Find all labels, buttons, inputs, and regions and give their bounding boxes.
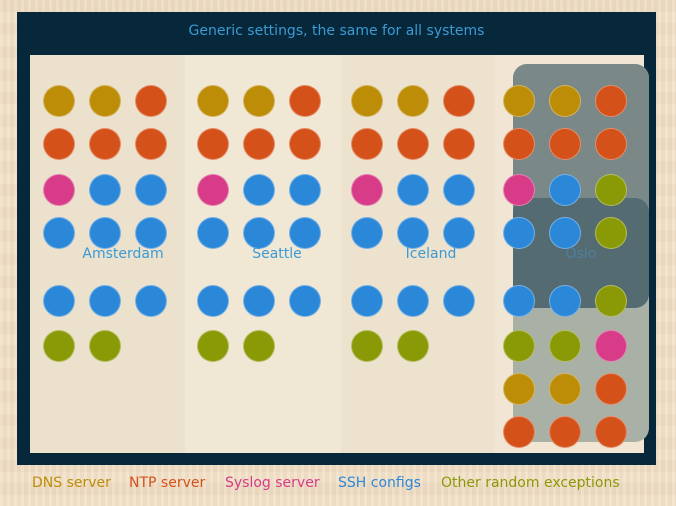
iceland-ssh-dot: [351, 217, 383, 249]
legend-other-random-exceptions: Other random exceptions: [441, 475, 620, 491]
oslo-syslog-dot: [503, 174, 535, 206]
column-amsterdam: [30, 55, 185, 453]
iceland-ssh-dot: [397, 217, 429, 249]
iceland-other-dot: [351, 330, 383, 362]
legend-dns-server: DNS server: [32, 475, 111, 491]
amsterdam-other-dot: [43, 330, 75, 362]
seattle-other-dot: [243, 330, 275, 362]
site-label-oslo: Oslo: [565, 246, 597, 262]
oslo-ntp-dot: [549, 416, 581, 448]
seattle-ssh-dot: [289, 285, 321, 317]
column-iceland: [341, 55, 494, 453]
seattle-ntp-dot: [197, 128, 229, 160]
seattle-dns-dot: [243, 85, 275, 117]
amsterdam-ssh-dot: [43, 217, 75, 249]
iceland-ssh-dot: [397, 174, 429, 206]
seattle-dns-dot: [197, 85, 229, 117]
oslo-ssh-dot: [503, 285, 535, 317]
seattle-ssh-dot: [197, 285, 229, 317]
amsterdam-ssh-dot: [89, 217, 121, 249]
amsterdam-ssh-dot: [135, 174, 167, 206]
oslo-ssh-dot: [503, 217, 535, 249]
iceland-ssh-dot: [443, 285, 475, 317]
sites-panel: Amsterdam Seattle Iceland Oslo: [30, 55, 649, 453]
oslo-ssh-dot: [549, 285, 581, 317]
site-label-amsterdam: Amsterdam: [82, 246, 164, 262]
amsterdam-ntp-dot: [43, 128, 75, 160]
amsterdam-syslog-dot: [43, 174, 75, 206]
generic-settings-frame: Generic settings, the same for all syste…: [17, 12, 656, 465]
amsterdam-ntp-dot: [135, 128, 167, 160]
site-label-seattle: Seattle: [252, 246, 302, 262]
oslo-other-dot: [595, 285, 627, 317]
oslo-dns-dot: [549, 85, 581, 117]
amsterdam-dns-dot: [89, 85, 121, 117]
oslo-dns-dot: [549, 373, 581, 405]
seattle-ssh-dot: [289, 174, 321, 206]
oslo-ntp-dot: [503, 128, 535, 160]
amsterdam-ntp-dot: [135, 85, 167, 117]
iceland-ssh-dot: [351, 285, 383, 317]
amsterdam-ssh-dot: [135, 285, 167, 317]
seattle-ssh-dot: [197, 217, 229, 249]
seattle-ssh-dot: [289, 217, 321, 249]
iceland-ssh-dot: [443, 174, 475, 206]
oslo-ntp-dot: [503, 416, 535, 448]
iceland-syslog-dot: [351, 174, 383, 206]
legend-syslog-server: Syslog server: [225, 475, 320, 491]
oslo-ntp-dot: [595, 128, 627, 160]
seattle-other-dot: [197, 330, 229, 362]
amsterdam-ssh-dot: [43, 285, 75, 317]
oslo-ssh-box: [513, 198, 649, 308]
oslo-ssh-dot: [549, 174, 581, 206]
seattle-ntp-dot: [289, 128, 321, 160]
seattle-syslog-dot: [197, 174, 229, 206]
amsterdam-ssh-dot: [135, 217, 167, 249]
oslo-ssh-dot: [549, 217, 581, 249]
amsterdam-ntp-dot: [89, 128, 121, 160]
oslo-ntp-dot: [595, 85, 627, 117]
oslo-ntp-dot: [595, 416, 627, 448]
iceland-ntp-dot: [443, 128, 475, 160]
oslo-dns-dot: [503, 373, 535, 405]
iceland-ssh-dot: [397, 285, 429, 317]
iceland-dns-dot: [397, 85, 429, 117]
iceland-ntp-dot: [443, 85, 475, 117]
generic-settings-title: Generic settings, the same for all syste…: [188, 23, 485, 39]
legend-ntp-server: NTP server: [129, 475, 206, 491]
iceland-ntp-dot: [397, 128, 429, 160]
oslo-other-dot: [595, 174, 627, 206]
iceland-ntp-dot: [351, 128, 383, 160]
oslo-ntp-dot: [549, 128, 581, 160]
oslo-other-dot: [503, 330, 535, 362]
seattle-ssh-dot: [243, 174, 275, 206]
oslo-dns-dot: [503, 85, 535, 117]
seattle-ssh-dot: [243, 217, 275, 249]
amsterdam-dns-dot: [43, 85, 75, 117]
oslo-syslog-dot: [595, 330, 627, 362]
seattle-ssh-dot: [243, 285, 275, 317]
site-label-iceland: Iceland: [405, 246, 457, 262]
oslo-other-dot: [549, 330, 581, 362]
seattle-ntp-dot: [243, 128, 275, 160]
oslo-other-dot: [595, 217, 627, 249]
oslo-ntp-dot: [595, 373, 627, 405]
iceland-dns-dot: [351, 85, 383, 117]
column-seattle: [185, 55, 341, 453]
amsterdam-ssh-dot: [89, 174, 121, 206]
seattle-ntp-dot: [289, 85, 321, 117]
iceland-other-dot: [397, 330, 429, 362]
iceland-ssh-dot: [443, 217, 475, 249]
legend-ssh-configs: SSH configs: [338, 475, 421, 491]
amsterdam-ssh-dot: [89, 285, 121, 317]
amsterdam-other-dot: [89, 330, 121, 362]
